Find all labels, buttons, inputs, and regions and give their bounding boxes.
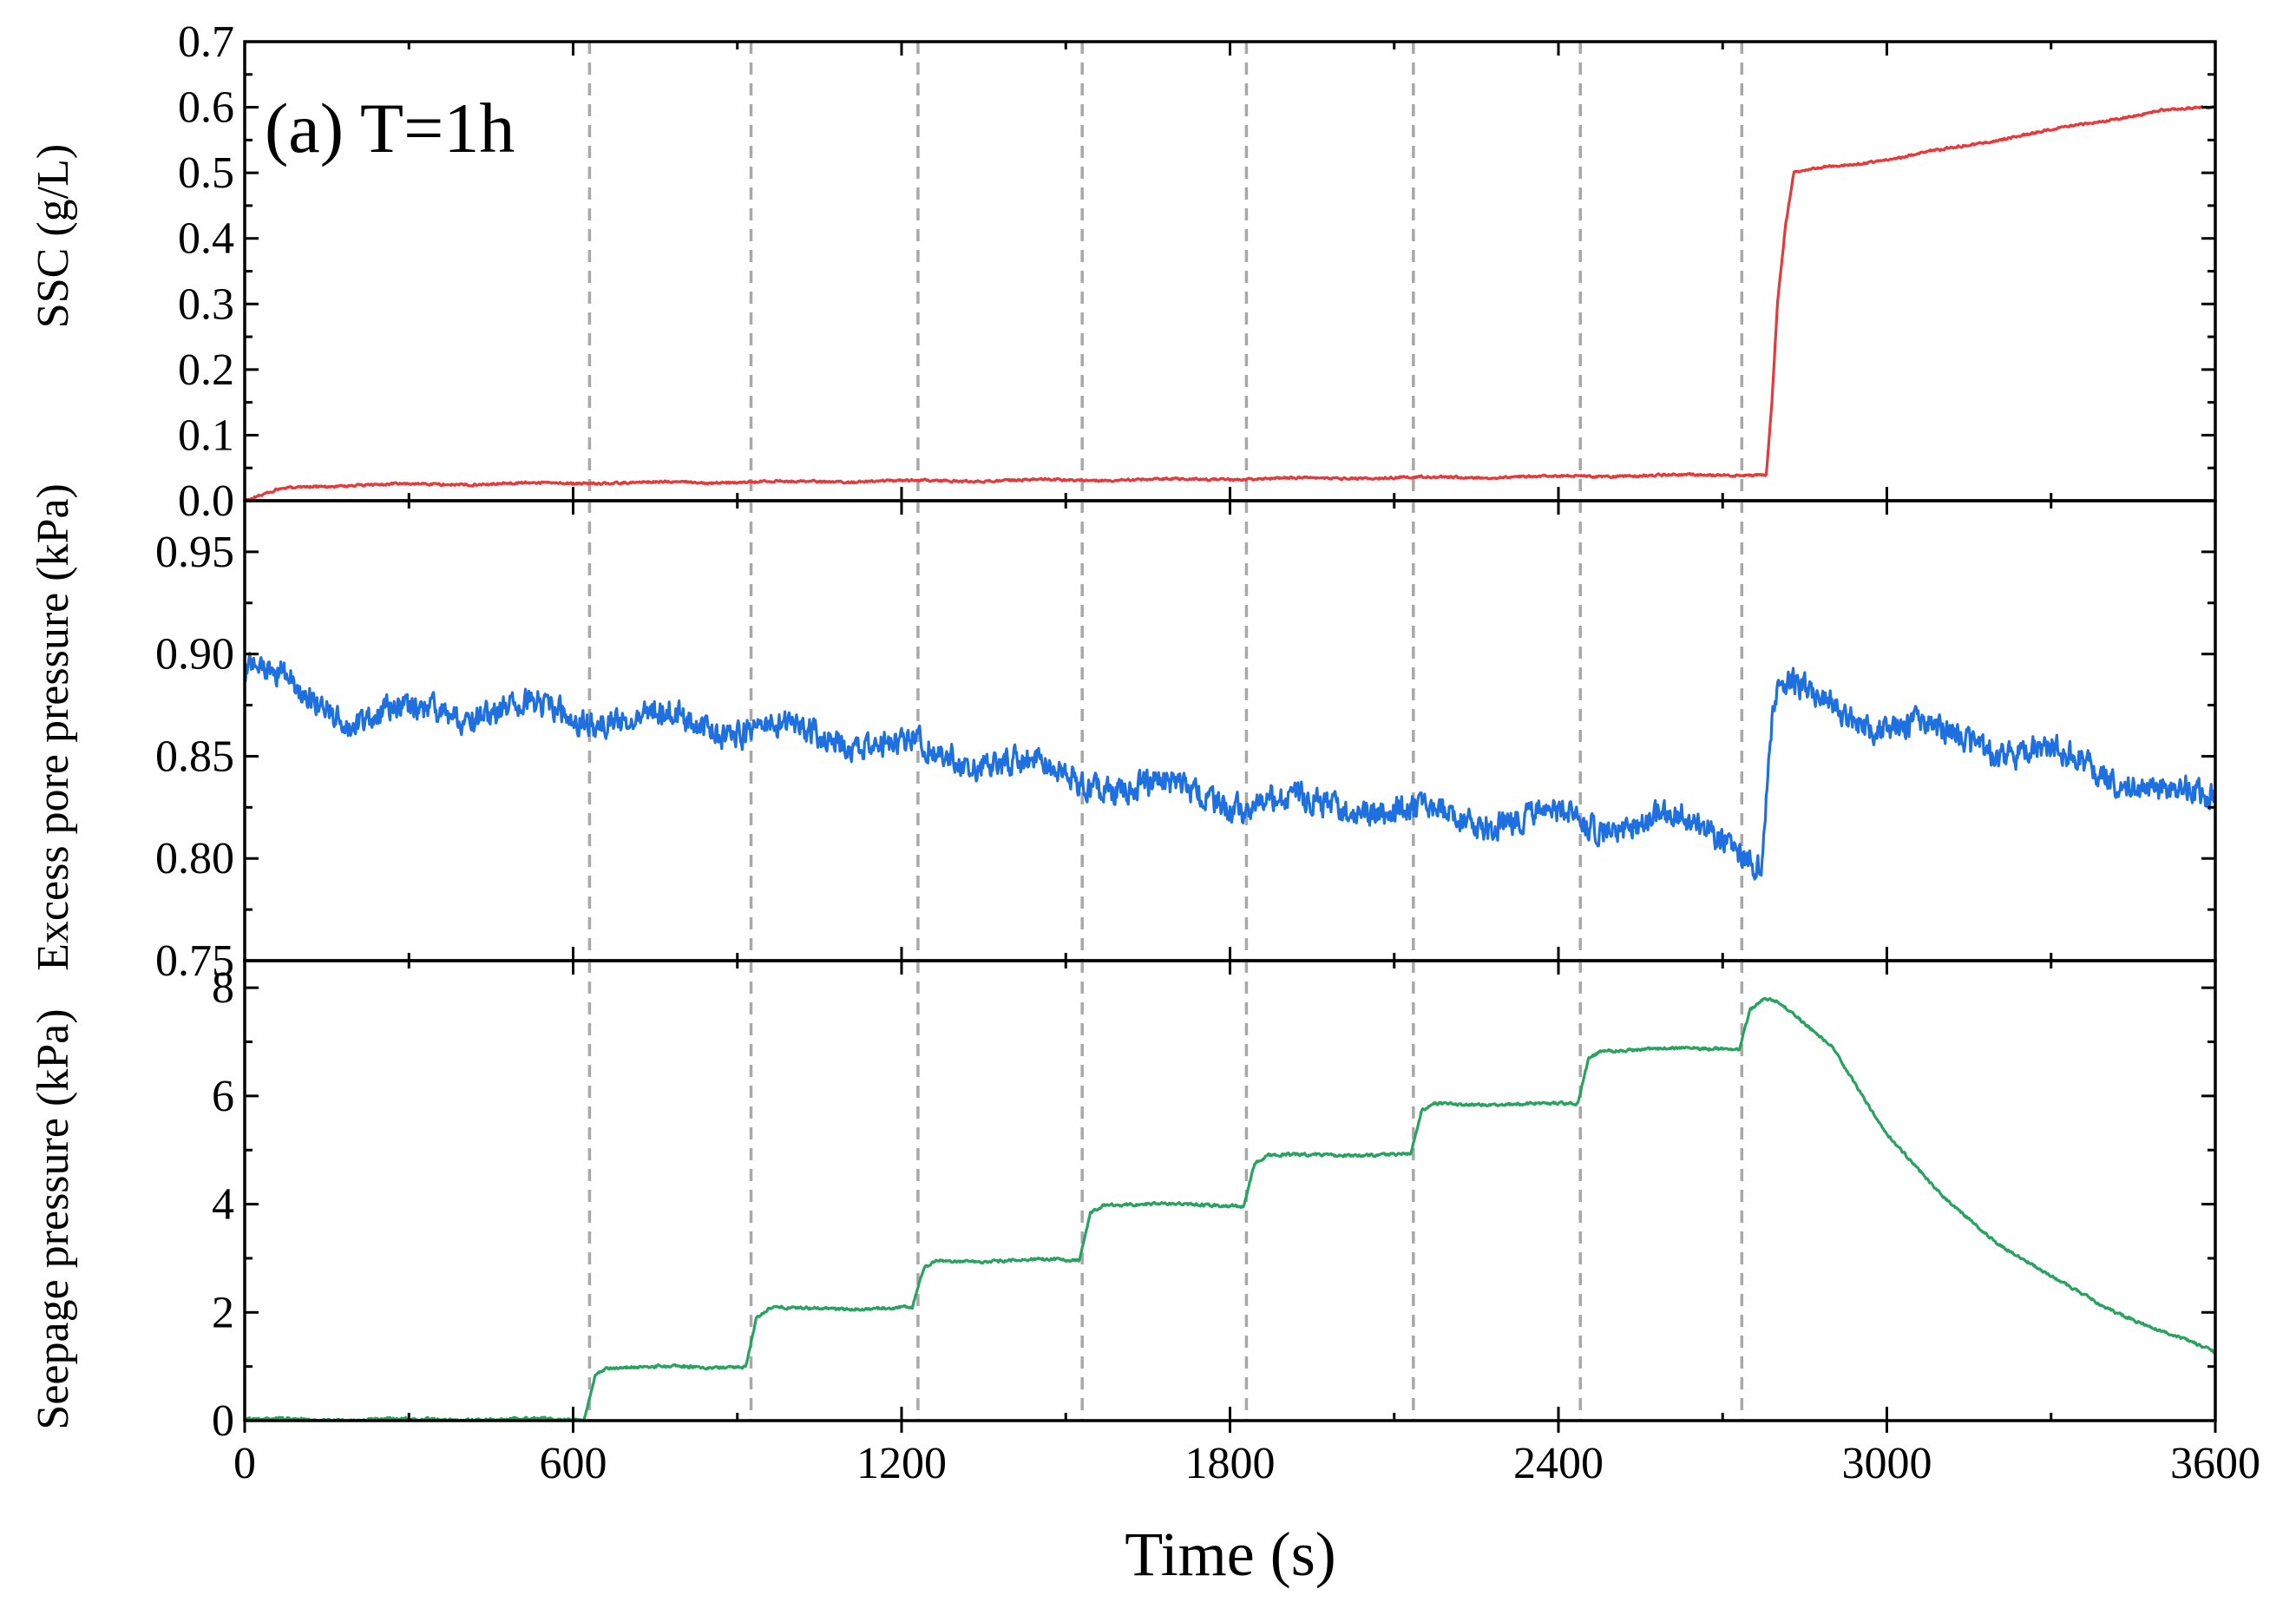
ssc-y-axis-label: SSC (g/L) xyxy=(29,144,78,328)
excess-pore-pressure-y-tick-label: 0.90 xyxy=(155,630,234,679)
excess-pore-pressure-y-tick-label: 0.75 xyxy=(155,936,234,986)
excess-pore-pressure-series-line xyxy=(243,652,2217,881)
x-axis-tick-label: 3000 xyxy=(1842,1439,1932,1488)
x-axis-tick-label: 1200 xyxy=(856,1439,947,1488)
x-axis: 0 600 1200 1800 2400 3000 3600 xyxy=(233,1421,2260,1488)
seepage-pressure-series-line xyxy=(244,996,2216,1422)
excess-pore-pressure-y-tick-label: 0.95 xyxy=(155,528,234,577)
ssc-y-tick-label: 0.5 xyxy=(178,148,234,198)
x-axis-tick-label: 1800 xyxy=(1185,1439,1276,1488)
ssc-y-tick-label: 0.6 xyxy=(178,83,234,133)
x-axis-tick-label: 2400 xyxy=(1513,1439,1604,1488)
panel-excess-pore-pressure: Excess pore pressure (kPa) 0.75 0.80 0.85 0… xyxy=(29,483,2217,986)
ssc-y-tick-label: 0.0 xyxy=(178,476,234,526)
ssc-y-tick-label: 0.7 xyxy=(178,17,234,67)
seepage-pressure-y-axis-label: Seepage pressure (kPa) xyxy=(29,1008,78,1429)
ssc-plot-frame xyxy=(243,40,2217,502)
seepage-pressure-y-tick-label: 4 xyxy=(212,1180,234,1230)
panel-seepage-pressure: Seepage pressure (kPa) 0 2 4 6 8 xyxy=(29,959,2217,1446)
ssc-y-tick-label: 0.3 xyxy=(178,279,234,329)
ssc-y-tick-label: 0.1 xyxy=(178,410,234,460)
ssc-series-line xyxy=(243,105,2217,502)
ssc-y-tick-label: 0.2 xyxy=(178,345,234,395)
excess-pore-pressure-y-tick-label: 0.85 xyxy=(155,732,234,781)
x-axis-tick-label: 0 xyxy=(233,1439,256,1488)
excess-pore-pressure-y-tick-label: 0.80 xyxy=(155,834,234,883)
x-axis-tick-label: 3600 xyxy=(2170,1439,2260,1488)
seepage-pressure-y-tick-label: 2 xyxy=(212,1288,234,1337)
panel-label: (a) T=1h xyxy=(265,89,515,167)
seepage-pressure-y-tick-label: 0 xyxy=(212,1396,234,1446)
seepage-pressure-plot-frame xyxy=(243,959,2217,1422)
panel-ssc: SSC (g/L) 0.0 0.1 0.2 0.3 0.4 0.5 0.6 0.7 xyxy=(29,17,2217,526)
seepage-pressure-y-tick-label: 6 xyxy=(212,1072,234,1121)
seepage-pressure-y-tick-label: 8 xyxy=(212,963,234,1013)
ssc-y-tick-label: 0.4 xyxy=(178,214,234,264)
x-axis-tick-label: 600 xyxy=(540,1439,607,1488)
x-axis-label: Time (s) xyxy=(1125,1520,1335,1589)
excess-pore-pressure-y-axis-label: Excess pore pressure (kPa) xyxy=(29,483,78,971)
